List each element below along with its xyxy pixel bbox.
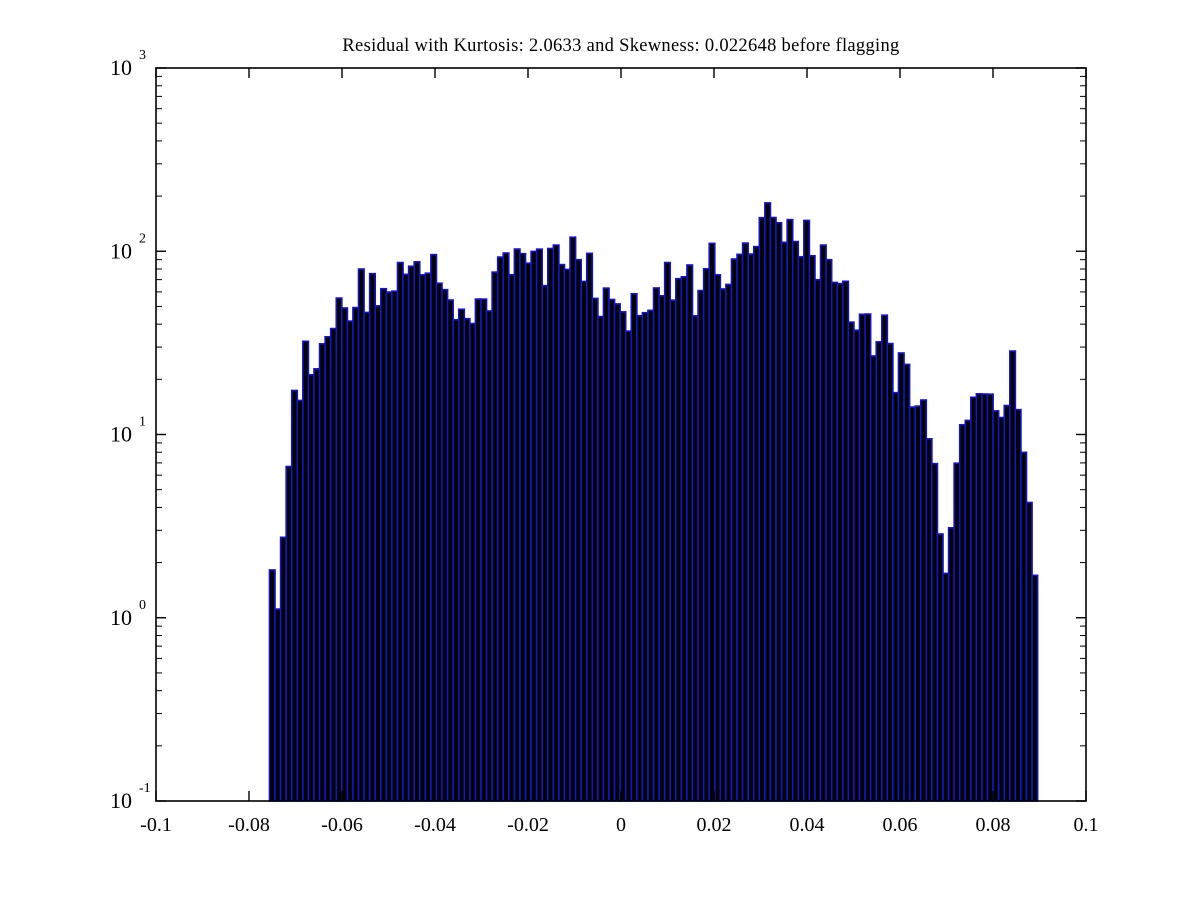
svg-text:-0.08: -0.08 bbox=[228, 814, 270, 836]
svg-text:10: 10 bbox=[110, 55, 132, 80]
svg-text:1: 1 bbox=[139, 415, 146, 430]
svg-text:0: 0 bbox=[616, 814, 626, 836]
svg-text:-0.1: -0.1 bbox=[140, 814, 172, 836]
svg-text:0.1: 0.1 bbox=[1074, 814, 1099, 836]
svg-text:0: 0 bbox=[139, 598, 146, 613]
svg-text:3: 3 bbox=[139, 48, 146, 63]
svg-text:-0.06: -0.06 bbox=[321, 814, 363, 836]
svg-text:-0.02: -0.02 bbox=[507, 814, 549, 836]
svg-text:10: 10 bbox=[110, 788, 132, 813]
svg-text:0.06: 0.06 bbox=[883, 814, 918, 836]
svg-text:2: 2 bbox=[139, 231, 146, 246]
svg-text:-0.04: -0.04 bbox=[414, 814, 456, 836]
svg-text:0.08: 0.08 bbox=[976, 814, 1011, 836]
svg-text:-1: -1 bbox=[139, 781, 151, 796]
svg-text:10: 10 bbox=[110, 238, 132, 263]
svg-text:10: 10 bbox=[110, 422, 132, 447]
svg-text:10: 10 bbox=[110, 605, 132, 630]
svg-text:0.04: 0.04 bbox=[790, 814, 825, 836]
svg-text:0.02: 0.02 bbox=[697, 814, 732, 836]
